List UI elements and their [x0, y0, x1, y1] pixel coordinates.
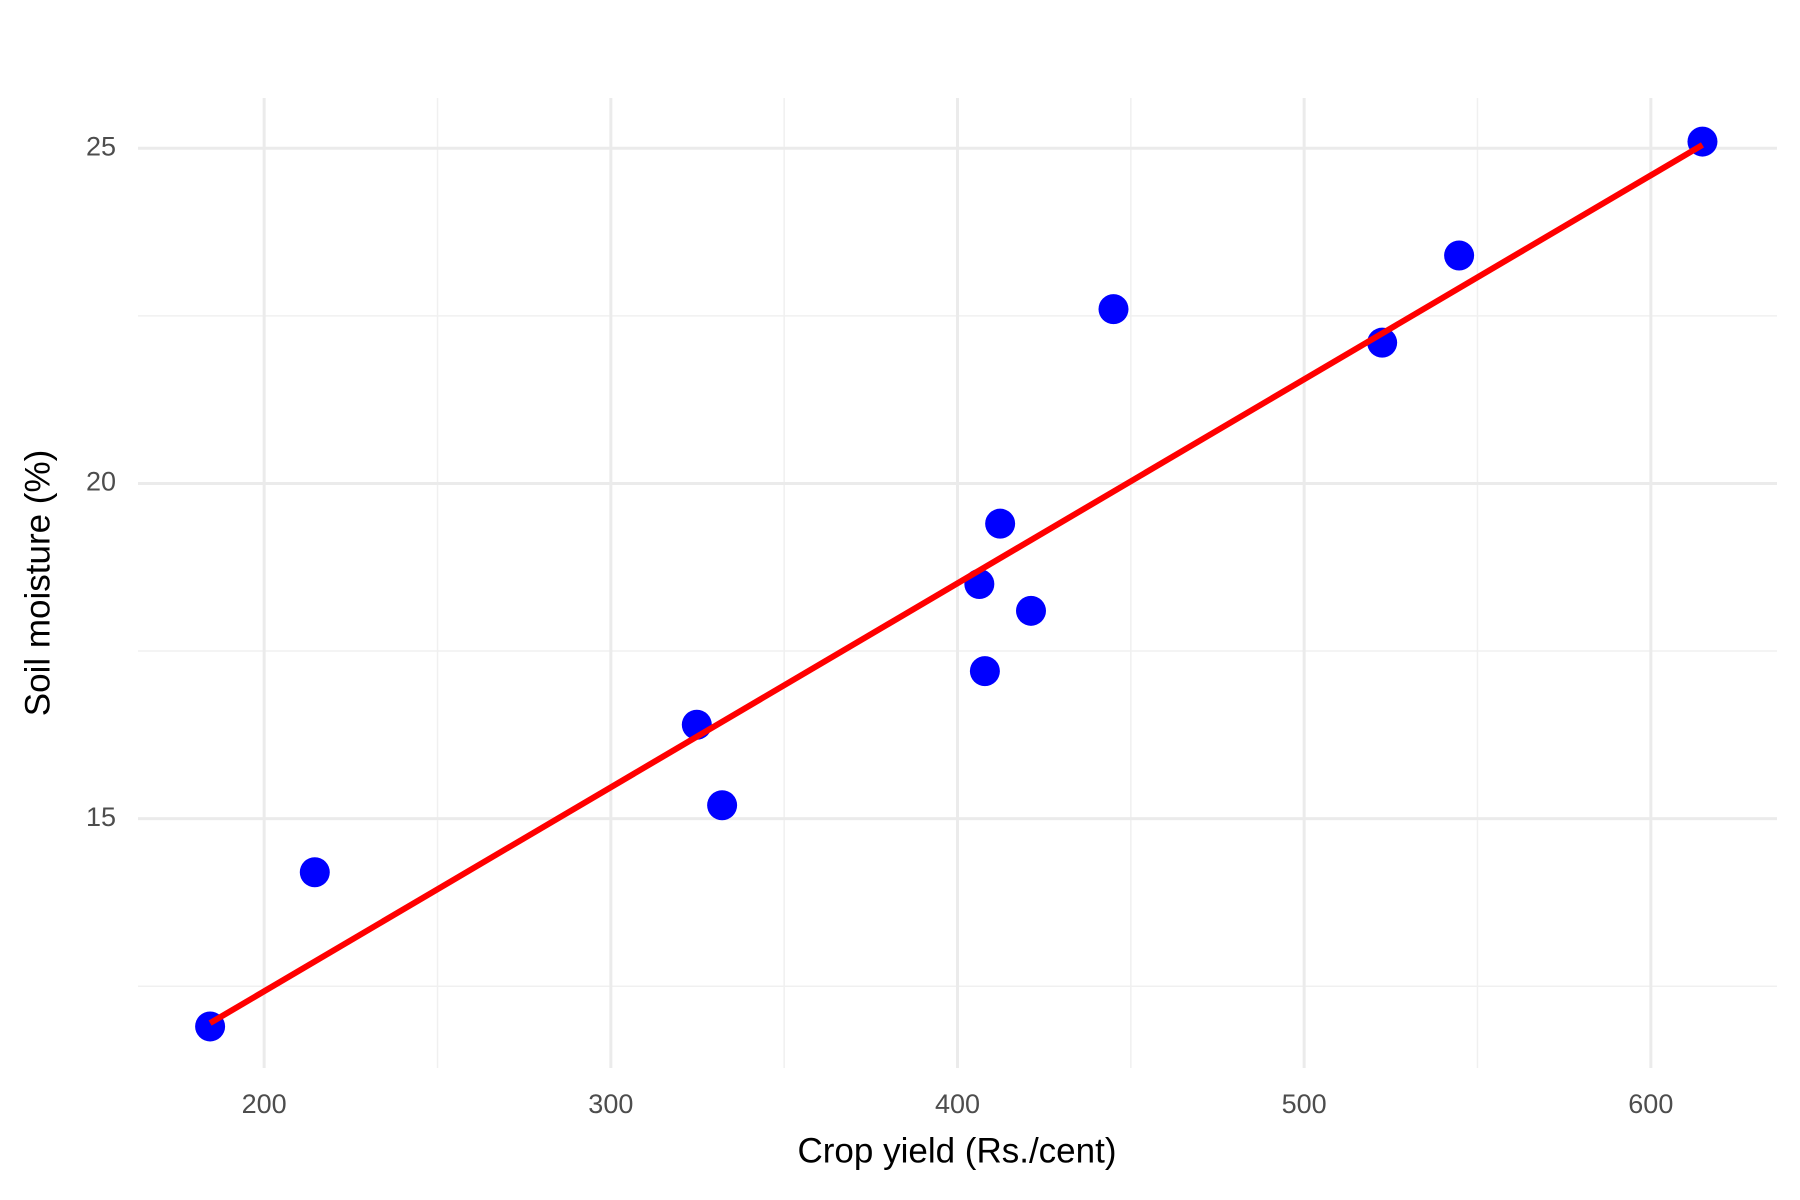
x-tick-label: 300: [588, 1089, 633, 1119]
x-tick-label: 400: [935, 1089, 980, 1119]
x-tick-label: 600: [1628, 1089, 1673, 1119]
point: [985, 508, 1016, 539]
x-tick-label: 200: [242, 1089, 287, 1119]
x-tick-label: 500: [1282, 1089, 1327, 1119]
y-tick-label: 25: [86, 131, 116, 161]
point: [1098, 294, 1129, 325]
point: [707, 790, 738, 821]
point: [1444, 240, 1475, 271]
y-tick-label: 20: [86, 467, 116, 497]
point: [969, 656, 1000, 687]
point: [1015, 595, 1046, 626]
fit-line: [208, 142, 1704, 1026]
x-axis-title: Crop yield (Rs./cent): [798, 1131, 1117, 1170]
y-axis-title: Soil moisture (%): [18, 450, 57, 716]
point: [299, 857, 330, 888]
y-tick-label: 15: [86, 802, 116, 832]
